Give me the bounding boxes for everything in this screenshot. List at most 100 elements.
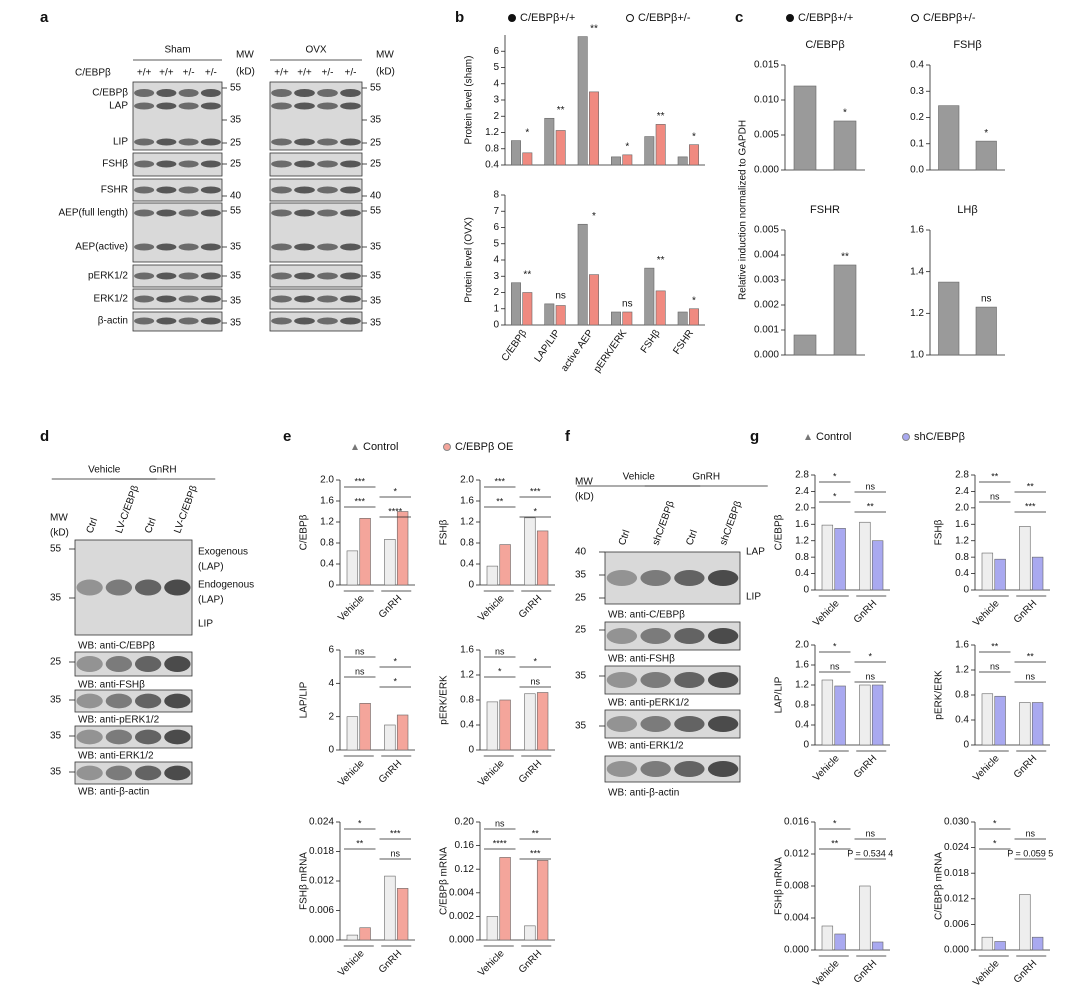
blot: [132, 178, 223, 202]
bar: [1019, 526, 1031, 591]
y-tick-label: 0.3: [910, 86, 924, 97]
bar: [511, 140, 521, 166]
y-tick-label: 0.024: [309, 817, 334, 828]
y-axis-label: C/EBPβ: [299, 514, 310, 550]
y-tick-label: 6: [328, 645, 334, 656]
bar: [611, 311, 621, 326]
mw-label: 25: [575, 625, 587, 636]
mw-label: 35: [370, 115, 382, 126]
blot-band: [178, 272, 199, 280]
y-tick-label: 0: [963, 585, 969, 596]
significance: *: [592, 211, 596, 222]
mw-label: 35: [370, 271, 382, 282]
significance: ***: [390, 828, 401, 838]
mw-label: 25: [370, 138, 382, 149]
y-tick-label: 0.8: [955, 690, 969, 701]
y-tick-label: 0.4: [910, 60, 924, 71]
significance: **: [557, 105, 565, 116]
bar: [384, 875, 396, 941]
bar: [486, 565, 499, 586]
blot-band: [340, 209, 361, 217]
blot: [132, 311, 223, 332]
blot-band: [134, 209, 155, 217]
blot-band: [76, 729, 103, 745]
bar: [577, 36, 588, 166]
x-tick-label: GnRH: [852, 598, 879, 625]
y-tick-label: 0.004: [754, 250, 779, 261]
y-tick-label: 0.005: [754, 225, 779, 236]
blot-band: [105, 765, 133, 781]
significance: P = 0.534 4: [847, 848, 893, 858]
blot-band: [178, 317, 199, 325]
blot-caption: WB: anti-FSHβ: [78, 680, 145, 691]
genotype: +/-: [205, 68, 217, 79]
y-tick-label: 4: [493, 255, 499, 266]
y-tick-label: 0.005: [754, 130, 779, 141]
y-tick-label: 5: [493, 238, 499, 249]
y-tick-label: 0.012: [944, 893, 969, 904]
significance: ***: [494, 476, 505, 486]
y-tick-label: 0.4: [795, 568, 809, 579]
bar: [834, 685, 846, 746]
bar: [1031, 702, 1044, 746]
blot-band: [317, 317, 338, 325]
row-label: AEP(full length): [59, 208, 128, 219]
y-tick-label: 0.002: [449, 911, 474, 922]
blot-band: [317, 209, 338, 217]
bar: [821, 679, 834, 746]
x-tick-label: Vehicle: [336, 593, 367, 624]
genotype: +/-: [183, 68, 195, 79]
y-tick-label: 0.004: [784, 913, 809, 924]
mw-label: 35: [230, 242, 242, 253]
blot-caption: WB: anti-ERK1/2: [78, 751, 154, 762]
blot-band: [134, 729, 162, 745]
legend-label: Control: [816, 431, 851, 443]
bar: [396, 888, 409, 941]
x-tick-label: GnRH: [377, 948, 404, 975]
y-axis-label: pERK/ERK: [439, 675, 450, 725]
significance: ns: [622, 299, 633, 310]
significance: *: [625, 141, 629, 152]
bar: [938, 281, 960, 356]
blot-band: [134, 272, 155, 280]
blot-band: [200, 295, 221, 303]
bar: [384, 539, 396, 586]
blot-band: [164, 729, 191, 745]
panel-letter: a: [40, 9, 49, 26]
blot-band: [271, 138, 292, 146]
blot-band: [134, 579, 162, 596]
x-tick-label: GnRH: [1012, 598, 1039, 625]
y-tick-label: 0.8: [460, 695, 474, 706]
blot-caption: WB: anti-C/EBPβ: [78, 641, 155, 652]
y-tick-label: 1.2: [460, 517, 474, 528]
mw-label: 35: [370, 318, 382, 329]
blot-band: [134, 317, 155, 325]
bar: [1019, 702, 1031, 746]
significance: *: [393, 486, 397, 496]
blot-band: [156, 138, 177, 146]
y-tick-label: 0.001: [754, 325, 779, 336]
mw-header: MW: [50, 513, 68, 524]
blot-band: [707, 570, 739, 586]
y-tick-label: 1.2: [955, 665, 969, 676]
y-tick-label: 0: [803, 585, 809, 596]
blot-caption: WB: anti-β-actin: [608, 788, 679, 799]
blot-band: [674, 672, 705, 688]
bar: [1031, 936, 1044, 951]
label: GnRH: [149, 465, 177, 476]
mw-label: 35: [575, 721, 587, 732]
blot-band: [156, 295, 177, 303]
blot-band: [640, 628, 671, 644]
blot: [132, 288, 223, 310]
mw-label: 40: [575, 547, 587, 558]
bar: [536, 692, 549, 751]
blot-band: [340, 317, 361, 325]
blot-band: [134, 186, 155, 194]
x-tick-label: GnRH: [1012, 753, 1039, 780]
blot: [269, 288, 363, 310]
mw-label: 35: [230, 296, 242, 307]
significance: *: [393, 676, 397, 686]
bar: [499, 857, 511, 941]
label: GnRH: [692, 472, 720, 483]
x-tick-label: GnRH: [517, 593, 544, 620]
